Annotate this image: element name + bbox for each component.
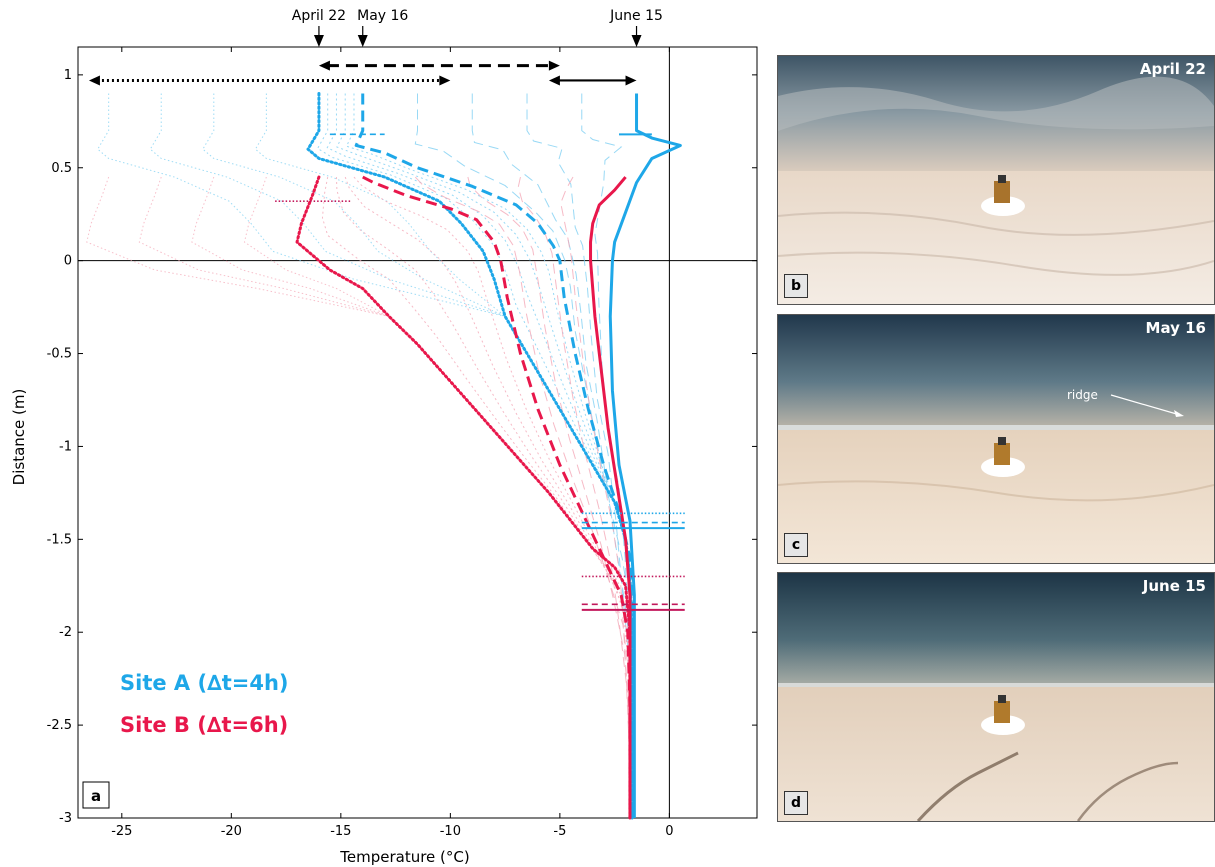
date-marker-arrow <box>631 35 642 47</box>
y-tick-label: 1 <box>64 68 72 83</box>
x-tick-label: -10 <box>440 824 461 839</box>
y-tick-label: -0.5 <box>47 347 72 362</box>
x-tick-label: -5 <box>553 824 566 839</box>
intermediate-profiles <box>86 93 634 818</box>
y-tick-label: 0.5 <box>51 161 72 176</box>
x-tick-label: -20 <box>221 824 242 839</box>
range-arrowhead-right <box>439 75 451 86</box>
profile-site-b-april-22 <box>295 175 632 820</box>
panel-label-box <box>82 781 110 809</box>
profile-site-b-may-16 <box>362 175 632 818</box>
date-marker-arrow <box>357 35 368 47</box>
y-axis-label: Distance (m) <box>10 389 28 486</box>
profile-site-b-june-15 <box>589 176 632 818</box>
y-tick-label: -1 <box>59 439 72 454</box>
date-marker-arrow <box>313 35 324 47</box>
intermediate-profile-b <box>321 176 631 729</box>
date-marker-label: April 22 <box>292 8 346 24</box>
y-tick-label: -2.5 <box>47 718 72 733</box>
photo-may-16: ridge May 16 c <box>777 314 1215 564</box>
range-arrowhead-left <box>88 75 100 86</box>
intermediate-profile-b <box>335 177 631 752</box>
chart-overlay: April 22 May 16 June 15 <box>88 8 663 86</box>
photo-letter: c <box>784 533 808 557</box>
snow-scene-image <box>778 573 1214 821</box>
chart-axes: -25 -20 -15 -10 -5 0 -3 -2.5 -2 -1.5 -1 -0.5 0 0.5 1 <box>47 46 758 839</box>
intermediate-profile-a <box>345 93 633 811</box>
plot-frame <box>77 46 758 819</box>
horizontal-markers <box>275 133 685 611</box>
photo-letter: b <box>784 274 808 298</box>
x-tick-label: -15 <box>330 824 351 839</box>
y-tick-label: 0 <box>64 254 72 269</box>
photo-letter: d <box>784 791 808 815</box>
panel-label: a <box>91 787 101 805</box>
earlier-profile-b <box>243 176 631 818</box>
date-marker-label: May 16 <box>357 8 408 24</box>
legend-site-a: Site A (∆t=4h) <box>120 671 289 695</box>
earlier-profile-a <box>149 93 633 818</box>
intermediate-profile-b <box>517 176 630 744</box>
photo-date: June 15 <box>1142 577 1206 595</box>
legend-site-b: Site B (∆t=6h) <box>120 713 288 737</box>
y-tick-label: -2 <box>59 625 72 640</box>
earlier-profile-a <box>254 93 633 818</box>
photo-date: May 16 <box>1145 319 1206 337</box>
x-tick-label: -25 <box>111 824 132 839</box>
y-tick-label: -1.5 <box>47 532 72 547</box>
x-axis-label: Temperature (°C) <box>339 848 469 866</box>
earlier-profile-a <box>97 93 633 818</box>
profile-site-a-april-22 <box>306 91 634 820</box>
intermediate-profile-a <box>471 93 633 662</box>
x-tick-label: 0 <box>665 824 673 839</box>
snow-scene-image <box>778 56 1214 304</box>
range-arrowhead-left <box>318 60 330 71</box>
photo-june-15: June 15 d <box>777 572 1215 822</box>
earlier-profile-a <box>202 93 633 818</box>
intermediate-profile-b <box>353 176 631 796</box>
photo-date: April 22 <box>1139 60 1206 78</box>
intermediate-profile-a <box>336 93 633 804</box>
intermediate-profile-a <box>316 93 633 789</box>
intermediate-profile-b <box>560 176 631 781</box>
range-arrowhead-right <box>548 60 560 71</box>
profile-site-a-june-15 <box>608 93 682 818</box>
intermediate-profile-b <box>467 176 630 707</box>
temperature-profile-chart: -25 -20 -15 -10 -5 0 -3 -2.5 -2 -1.5 -1 -0.5 0 0.5 1 A… <box>10 8 758 866</box>
ridge-annotation: ridge <box>1067 388 1098 402</box>
snow-scene-image <box>778 315 1214 563</box>
intermediate-profile-a <box>326 93 633 796</box>
range-arrowhead-left <box>548 75 560 86</box>
range-arrowhead-right <box>625 75 637 86</box>
intermediate-profile-a <box>526 93 634 714</box>
intermediate-profile-b <box>414 176 629 670</box>
photo-april-22: April 22 b <box>777 55 1215 305</box>
date-marker-label: June 15 <box>609 8 663 24</box>
y-tick-label: -3 <box>59 811 72 826</box>
intermediate-profile-a <box>414 93 632 611</box>
series-group <box>295 91 682 820</box>
